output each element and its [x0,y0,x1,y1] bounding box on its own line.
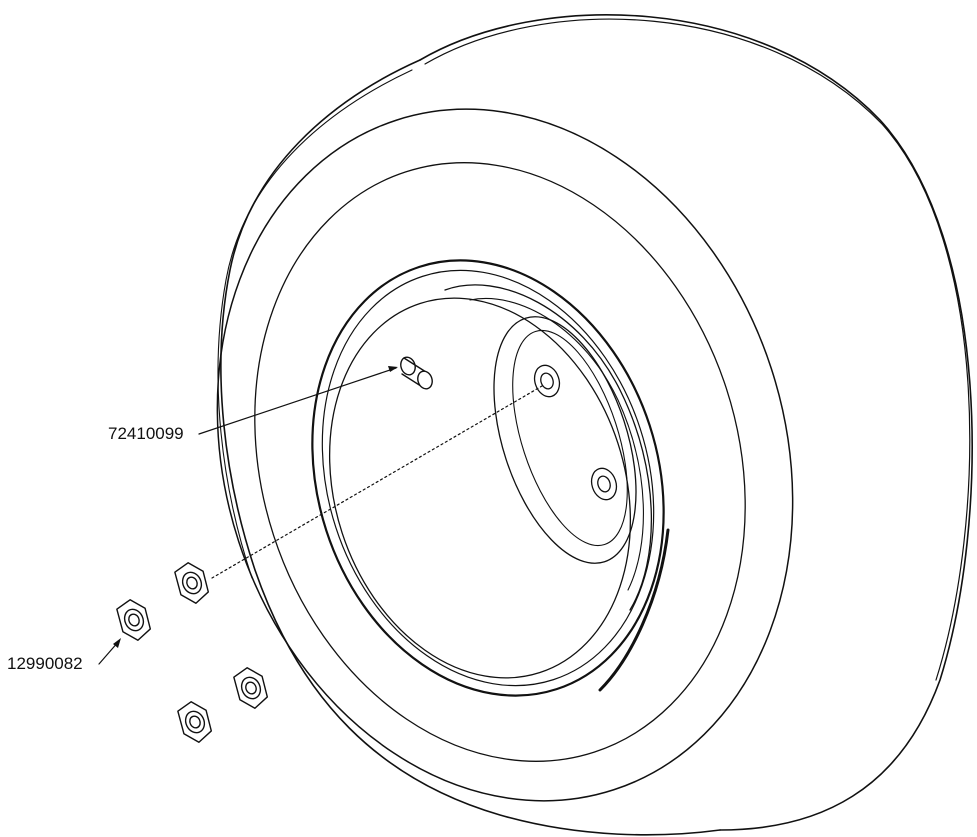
tire-front-sidewall-outer [220,59,721,836]
lug-nut [174,562,210,604]
tire-sidewall-ring-inner [254,162,746,762]
rim-inner-step-2 [469,298,644,591]
leader-line-valve [198,367,397,435]
tire-outer-back-edge-2 [424,18,971,681]
leader-arrow-nut [113,638,121,648]
rim [311,259,670,697]
rim-lip-2 [321,269,655,687]
tire [216,14,973,836]
hub-stud-hole-upper [533,364,561,398]
tire-front-sidewall-outer-2 [217,69,413,579]
assembly-line [211,385,543,579]
callout-valve-stem-part-number: 72410099 [108,424,184,443]
rim-inner-step [444,284,652,611]
rim-inner-barrel [328,297,632,679]
lug-nut [177,701,213,743]
hub-stud-hole-lower [590,467,618,501]
tire-sidewall-ring [216,108,794,802]
hub-flange [493,316,637,564]
lug-nut [233,667,269,709]
lug-nut [116,599,152,641]
rim-lip [311,259,665,697]
callout-lug-nut-part-number: 12990082 [7,654,83,673]
leader-arrow-valve [388,366,398,372]
valve-stem [400,356,433,390]
rim-bottom-shadow [598,528,670,692]
hub [493,316,637,564]
tire-outer-back-edge [419,14,973,831]
hub-flange-2 [512,329,628,547]
